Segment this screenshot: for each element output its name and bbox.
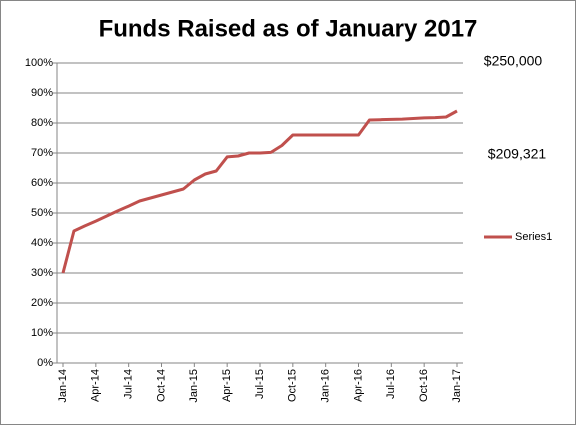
x-tick-label: Jan-15 — [188, 369, 200, 403]
y-tick-label: 90% — [31, 87, 53, 99]
x-tick-label: Apr-14 — [90, 369, 102, 402]
x-tick-label: Apr-15 — [221, 369, 233, 402]
series-line — [61, 109, 458, 274]
y-tick-label: 70% — [31, 147, 53, 159]
y-tick-label: 50% — [31, 207, 53, 219]
y-tick-label: 60% — [31, 177, 53, 189]
x-tick-label: Oct-14 — [155, 369, 167, 402]
x-tick-label: Jan-14 — [57, 369, 69, 403]
y-tick-label: 100% — [25, 57, 53, 69]
chart-title: Funds Raised as of January 2017 — [99, 15, 478, 42]
x-tick-label: Jan-17 — [451, 369, 463, 403]
x-tick-label: Oct-15 — [287, 369, 299, 402]
y-tick-label: 10% — [31, 327, 53, 339]
x-tick-label: Jul-14 — [123, 369, 135, 399]
annotation: $209,321 — [488, 146, 547, 162]
x-tick-label: Jan-16 — [320, 369, 332, 403]
x-tick-label: Oct-16 — [418, 369, 430, 402]
y-tick-label: 20% — [31, 297, 53, 309]
y-tick-label: 30% — [31, 267, 53, 279]
legend-label: Series1 — [515, 231, 552, 243]
y-tick-label: 40% — [31, 237, 53, 249]
y-tick-label: 0% — [37, 357, 53, 369]
y-tick-label: 80% — [31, 117, 53, 129]
x-tick-label: Jul-16 — [385, 369, 397, 399]
x-tick-label: Jul-15 — [254, 369, 266, 399]
x-tick-label: Apr-16 — [352, 369, 364, 402]
annotation: $250,000 — [484, 53, 543, 69]
